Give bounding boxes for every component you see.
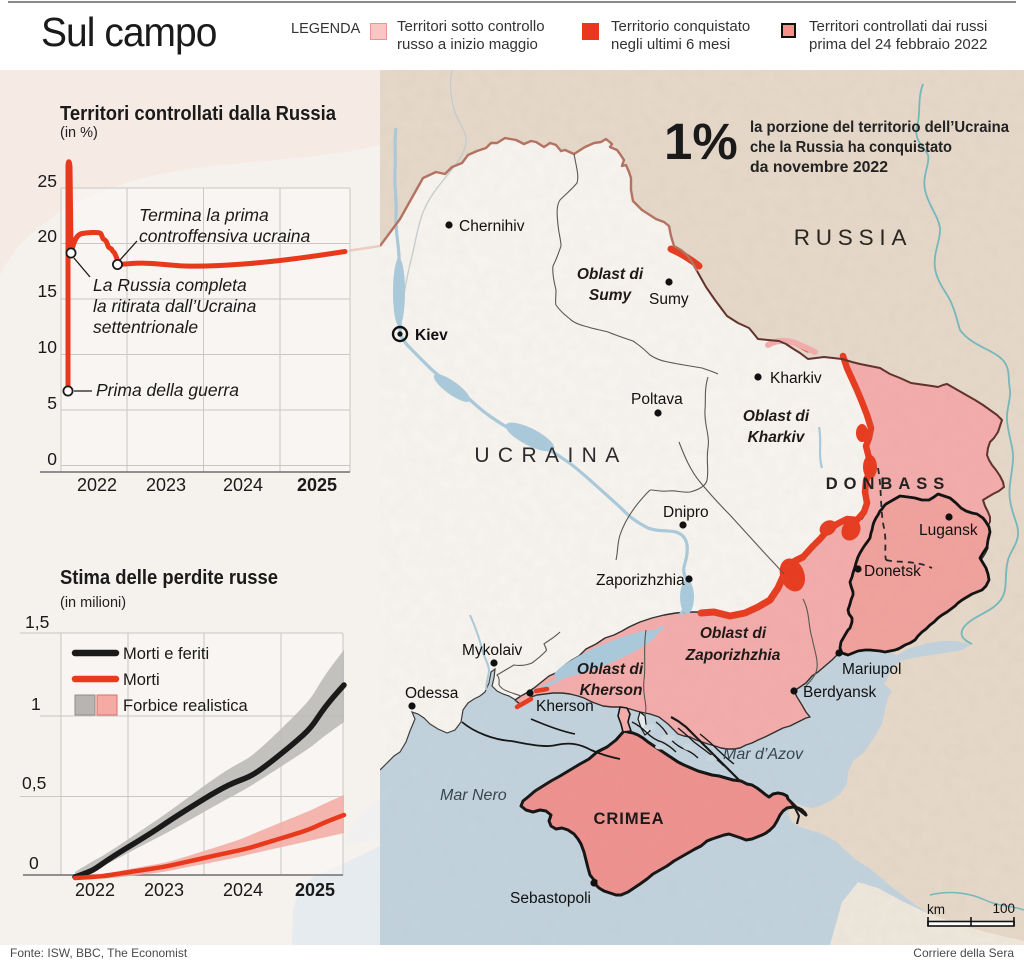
svg-text:la porzione del territorio del: la porzione del territorio dell’Ucraina xyxy=(750,119,1009,136)
svg-text:Morti: Morti xyxy=(123,671,160,689)
svg-text:RUSSIA: RUSSIA xyxy=(794,225,913,250)
svg-text:Oblast di: Oblast di xyxy=(577,266,644,283)
svg-text:Oblast di: Oblast di xyxy=(700,625,767,642)
svg-text:Mar d’Azov: Mar d’Azov xyxy=(723,746,804,763)
svg-text:la ritirata dall’Ucraina: la ritirata dall’Ucraina xyxy=(93,296,257,316)
svg-text:Poltava: Poltava xyxy=(631,391,683,408)
svg-text:Dnipro: Dnipro xyxy=(663,504,709,521)
svg-text:(in milioni): (in milioni) xyxy=(60,595,126,611)
svg-text:Berdyansk: Berdyansk xyxy=(803,684,876,701)
svg-text:Forbice realistica: Forbice realistica xyxy=(123,697,249,715)
svg-text:2023: 2023 xyxy=(144,880,184,900)
svg-text:Donetsk: Donetsk xyxy=(864,563,921,580)
svg-text:10: 10 xyxy=(38,337,58,357)
svg-text:1: 1 xyxy=(31,694,41,714)
svg-text:1,5: 1,5 xyxy=(25,612,49,632)
svg-text:Stima delle perdite russe: Stima delle perdite russe xyxy=(60,566,278,589)
svg-text:2024: 2024 xyxy=(223,475,263,495)
svg-text:DONBASS: DONBASS xyxy=(826,475,951,493)
svg-text:Zaporizhzhia: Zaporizhzhia xyxy=(685,647,781,664)
svg-text:Sumy: Sumy xyxy=(649,291,689,308)
svg-text:2024: 2024 xyxy=(223,880,263,900)
svg-text:km: km xyxy=(927,902,945,917)
svg-text:2023: 2023 xyxy=(146,475,186,495)
svg-text:Kiev: Kiev xyxy=(415,327,448,344)
svg-text:Termina la prima: Termina la prima xyxy=(139,205,269,225)
svg-text:Lugansk: Lugansk xyxy=(919,522,978,539)
svg-text:5: 5 xyxy=(47,393,57,413)
svg-text:UCRAINA: UCRAINA xyxy=(474,444,627,467)
svg-text:Morti e feriti: Morti e feriti xyxy=(123,645,209,663)
svg-text:20: 20 xyxy=(38,226,58,246)
svg-text:2025: 2025 xyxy=(297,475,337,495)
svg-text:Kharkiv: Kharkiv xyxy=(748,429,806,446)
svg-text:Mykolaiv: Mykolaiv xyxy=(462,642,523,659)
svg-text:Oblast di: Oblast di xyxy=(743,408,810,425)
svg-text:Territori controllati dalla Ru: Territori controllati dalla Russia xyxy=(60,102,337,125)
svg-text:da novembre 2022: da novembre 2022 xyxy=(750,159,888,176)
svg-text:1%: 1% xyxy=(664,113,738,170)
svg-text:0,5: 0,5 xyxy=(22,773,46,793)
svg-text:2022: 2022 xyxy=(75,880,115,900)
svg-text:100: 100 xyxy=(992,901,1015,916)
svg-text:(in %): (in %) xyxy=(60,125,98,141)
svg-text:15: 15 xyxy=(38,281,57,301)
svg-text:settentrionale: settentrionale xyxy=(93,317,198,337)
svg-text:2025: 2025 xyxy=(295,880,335,900)
svg-text:Prima della guerra: Prima della guerra xyxy=(96,380,239,400)
svg-text:Kherson: Kherson xyxy=(536,698,594,715)
svg-text:0: 0 xyxy=(47,449,57,469)
svg-text:Kherson: Kherson xyxy=(580,682,643,699)
svg-text:che la Russia ha conquistato: che la Russia ha conquistato xyxy=(750,139,952,156)
svg-text:CRIMEA: CRIMEA xyxy=(593,810,664,828)
svg-text:Sebastopoli: Sebastopoli xyxy=(510,890,591,907)
svg-text:Sumy: Sumy xyxy=(589,287,633,304)
svg-text:Kharkiv: Kharkiv xyxy=(770,370,822,387)
svg-text:La Russia completa: La Russia completa xyxy=(93,275,247,295)
svg-text:Oblast di: Oblast di xyxy=(577,661,644,678)
svg-text:Mar Nero: Mar Nero xyxy=(440,787,507,804)
svg-text:Chernihiv: Chernihiv xyxy=(459,218,525,235)
svg-text:0: 0 xyxy=(29,853,39,873)
svg-text:Odessa: Odessa xyxy=(405,685,459,702)
svg-text:controffensiva ucraina: controffensiva ucraina xyxy=(139,226,310,246)
svg-text:2022: 2022 xyxy=(77,475,117,495)
svg-text:25: 25 xyxy=(38,171,57,191)
svg-text:Zaporizhzhia: Zaporizhzhia xyxy=(596,572,685,589)
svg-text:Mariupol: Mariupol xyxy=(842,661,901,678)
